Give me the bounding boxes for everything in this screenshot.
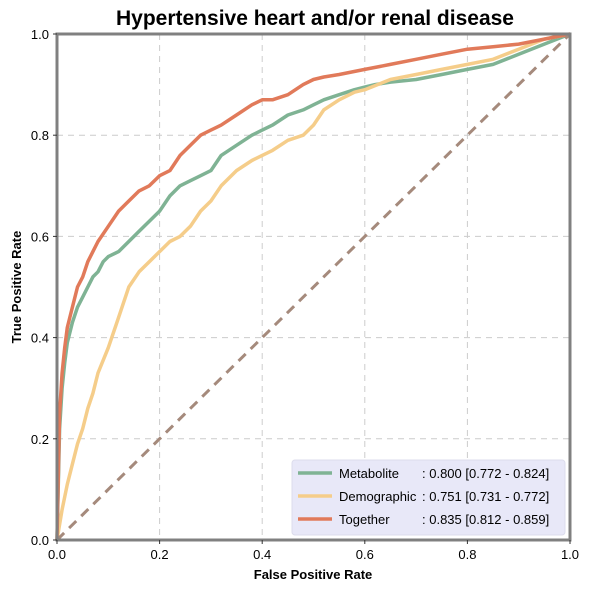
plot-frame bbox=[55, 32, 572, 542]
y-tick-label: 0.6 bbox=[31, 229, 49, 244]
y-tick-label: 1.0 bbox=[31, 27, 49, 42]
x-tick-label: 0.8 bbox=[458, 547, 476, 562]
legend-name: Metabolite bbox=[339, 466, 399, 481]
legend-value: : 0.835 [0.812 - 0.859] bbox=[422, 512, 549, 527]
y-tick-label: 0.8 bbox=[31, 128, 49, 143]
y-axis-ticks: 0.0 0.2 0.4 0.6 0.8 1.0 bbox=[31, 27, 57, 548]
plot-area bbox=[55, 32, 572, 542]
chance-line bbox=[55, 32, 572, 542]
legend-name: Demographic bbox=[339, 489, 417, 504]
x-axis-label: False Positive Rate bbox=[254, 567, 373, 582]
legend-name: Together bbox=[339, 512, 390, 527]
grid bbox=[57, 34, 570, 540]
legend-value: : 0.800 [0.772 - 0.824] bbox=[422, 466, 549, 481]
y-tick-label: 0.0 bbox=[31, 533, 49, 548]
series-line-metabolite bbox=[55, 32, 571, 541]
x-tick-label: 1.0 bbox=[561, 547, 579, 562]
chart-title: Hypertensive heart and/or renal disease bbox=[116, 7, 514, 30]
x-tick-label: 0.6 bbox=[356, 547, 374, 562]
x-tick-label: 0.0 bbox=[48, 547, 66, 562]
x-tick-label: 0.4 bbox=[253, 547, 271, 562]
legend: Metabolite : 0.800 [0.772 - 0.824] Demogra… bbox=[291, 459, 566, 536]
x-tick-label: 0.2 bbox=[151, 547, 169, 562]
series-line-together bbox=[55, 32, 571, 541]
series-line-demographic bbox=[55, 32, 571, 541]
x-axis-ticks: 0.0 0.2 0.4 0.6 0.8 1.0 bbox=[48, 540, 579, 562]
y-axis-label: True Positive Rate bbox=[9, 231, 24, 344]
legend-box bbox=[291, 459, 566, 536]
y-tick-label: 0.4 bbox=[31, 331, 49, 346]
y-tick-label: 0.2 bbox=[31, 432, 49, 447]
legend-value: : 0.751 [0.731 - 0.772] bbox=[422, 489, 549, 504]
